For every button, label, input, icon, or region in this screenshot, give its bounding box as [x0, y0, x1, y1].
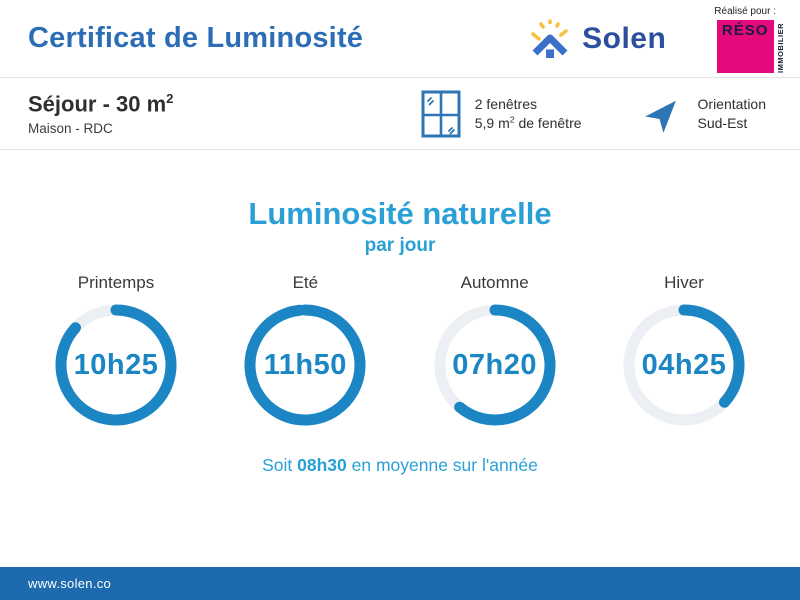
reso-logo-vertical-text: IMMOBILIER: [775, 23, 785, 73]
solen-logo: Solen: [527, 18, 666, 60]
orientation-line2: Sud-Est: [697, 114, 748, 131]
gauge-ete: Eté 11h50: [221, 273, 389, 429]
window-glare-marks: [426, 96, 455, 134]
season-label: Automne: [460, 273, 529, 292]
footer: www.solen.co: [0, 567, 800, 600]
header: Certificat de Luminosité Solen Réalisé: [0, 0, 800, 78]
season-label: Hiver: [664, 273, 704, 292]
gauge-ring: 04h25: [620, 301, 748, 429]
reso-logo: Réalisé pour : RÉSO IMMOBILIER: [714, 6, 785, 73]
gauge-hiver: Hiver 04h25: [600, 273, 768, 429]
orientation-line1: Orientation: [697, 95, 766, 112]
gauges-row: Printemps 10h25 Eté 11h50 Automne 07h20 Hiver 0…: [0, 273, 800, 429]
gauge-ring: 11h50: [241, 301, 369, 429]
gauge-ring-svg: [55, 304, 177, 426]
window-area-superscript: 2: [509, 113, 515, 124]
room-subtitle: Maison - RDC: [28, 120, 113, 136]
solen-house-icon: [531, 18, 568, 58]
window-count: 2 fenêtres: [474, 95, 537, 112]
window-area: 5,9 m2 de fenêtre: [474, 113, 582, 131]
main-content: Luminosité naturelle par jour Printemps 1…: [0, 150, 800, 567]
gauge-automne: Automne 07h20: [411, 273, 579, 429]
main-subtitle: par jour: [364, 235, 436, 256]
gauge-value: 07h20: [452, 348, 538, 381]
footer-url: www.solen.co: [28, 576, 112, 591]
room-title: Séjour - 30 m2: [28, 91, 174, 117]
gauge-printemps: Printemps 10h25: [32, 273, 200, 429]
reso-logo-square: RÉSO: [716, 20, 774, 73]
realise-pour-label: Réalisé pour :: [714, 6, 776, 17]
season-label: Printemps: [77, 273, 155, 292]
summary-pre: Soit: [262, 455, 298, 475]
window-icon: [421, 90, 461, 137]
window-details: 2 fenêtres 5,9 m2 de fenêtre: [475, 95, 582, 133]
gauge-ring: 10h25: [52, 301, 180, 429]
gauge-ring: 07h20: [431, 301, 559, 429]
season-label: Eté: [292, 273, 319, 292]
gauge-ring-svg: [434, 304, 556, 426]
room-title-superscript: 2: [166, 91, 174, 107]
average-summary: Soit 08h30 en moyenne sur l'année: [0, 455, 800, 476]
reso-logo-text: RÉSO: [721, 22, 769, 39]
solen-sun-rays: [531, 18, 568, 41]
gauge-value: 11h50: [263, 348, 347, 381]
orientation-info: Orientation Sud-Est: [644, 94, 766, 134]
reso-logo-square-wrap: RÉSO IMMOBILIER: [716, 20, 785, 73]
gauge-value: 04h25: [641, 348, 727, 381]
gauge-value: 10h25: [73, 348, 159, 381]
page-title: Certificat de Luminosité: [28, 22, 364, 54]
gauge-ring-svg: [623, 304, 745, 426]
room-info: Séjour - 30 m2 Maison - RDC: [28, 91, 421, 135]
summary-post: en moyenne sur l'année: [346, 455, 538, 475]
window-info: 2 fenêtres 5,9 m2 de fenêtre: [421, 90, 582, 138]
room-info-bar: Séjour - 30 m2 Maison - RDC 2 fenêtres 5…: [0, 78, 800, 150]
orientation-details: Orientation Sud-Est: [698, 95, 766, 133]
solen-wordmark: Solen: [582, 21, 667, 55]
gauge-ring-svg: [244, 304, 366, 426]
orientation-arrow-icon: [644, 100, 676, 133]
main-title: Luminosité naturelle: [248, 196, 552, 231]
summary-value: 08h30: [297, 455, 347, 475]
